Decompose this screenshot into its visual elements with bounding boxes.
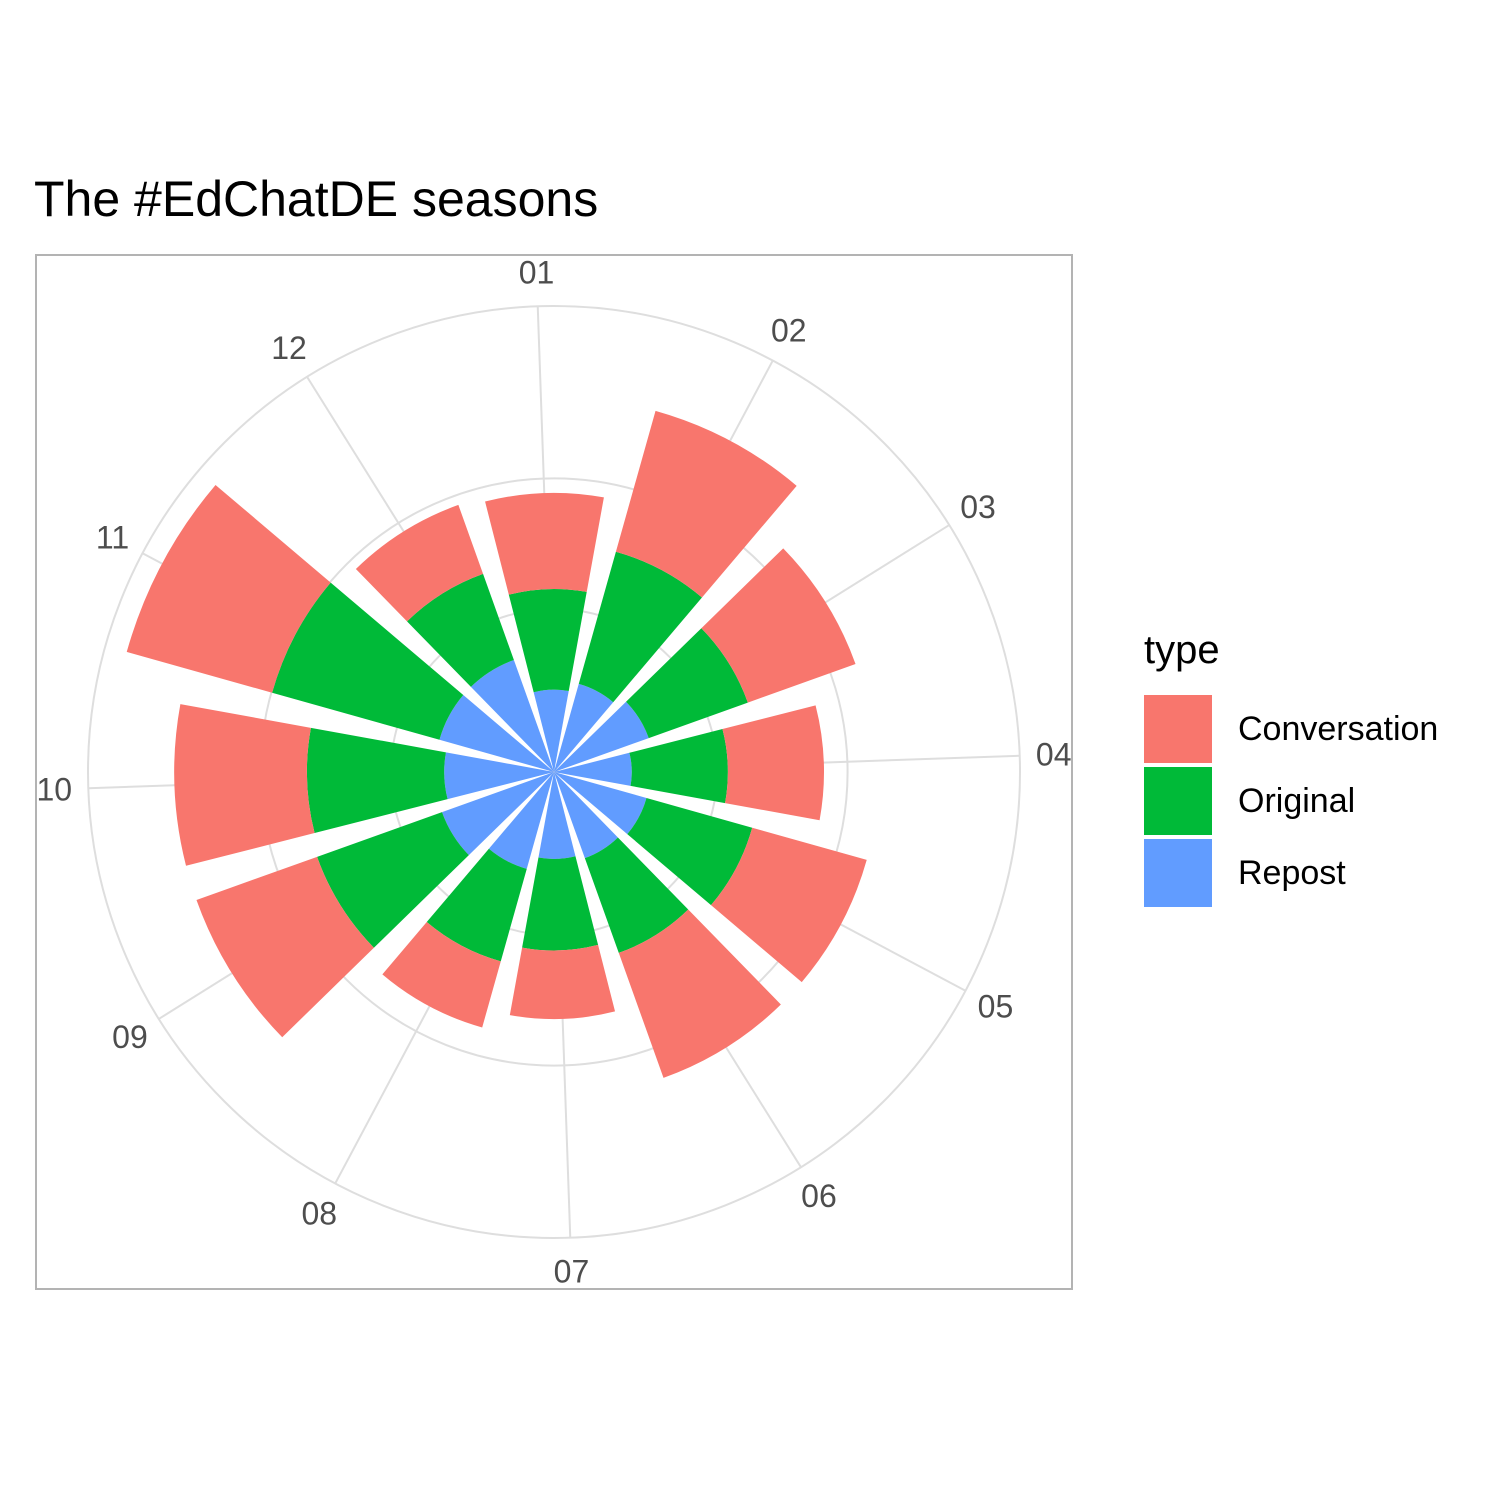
- bar-06-original: [584, 837, 689, 953]
- bar-layer: [126, 410, 867, 1078]
- bar-10-conversation: [174, 704, 315, 866]
- plot-panel: [35, 254, 1073, 1290]
- bar-07-conversation: [509, 944, 616, 1020]
- bar-06-conversation: [618, 909, 781, 1078]
- bar-03-original: [626, 628, 748, 739]
- bar-07-original: [522, 856, 599, 951]
- bar-09-conversation: [196, 856, 374, 1038]
- axis-label-11: 11: [96, 519, 129, 555]
- bar-06-repost: [554, 772, 618, 859]
- legend-label-conversation: Conversation: [1238, 709, 1439, 748]
- label-layer: 01 02 03 04 05 06 07 08 09 10 11 12: [37, 254, 1072, 1289]
- axis-label-12: 12: [271, 330, 307, 366]
- bar-12-original: [407, 573, 514, 687]
- bar-08-repost: [488, 772, 554, 869]
- bar-01-original: [508, 588, 587, 693]
- axis-label-07: 07: [554, 1254, 590, 1290]
- bar-04-repost: [554, 752, 632, 786]
- legend-key-repost: [1144, 839, 1212, 907]
- bar-10-repost: [444, 752, 554, 800]
- bar-09-repost: [442, 772, 554, 856]
- bar-05-repost: [554, 772, 647, 835]
- bar-04-conversation: [722, 705, 824, 821]
- bar-11-repost: [439, 695, 554, 772]
- legend-label-original: Original: [1238, 781, 1356, 820]
- bar-11-conversation: [126, 484, 331, 693]
- axis-label-06: 06: [801, 1178, 837, 1214]
- chart-title: The #EdChatDE seasons: [34, 171, 599, 227]
- legend-label-repost: Repost: [1238, 853, 1346, 892]
- bar-12-conversation: [355, 504, 484, 622]
- legend: type Conversation Original Repost: [1144, 628, 1438, 909]
- bar-04-original: [629, 729, 728, 804]
- bar-05-original: [627, 797, 753, 906]
- axis-label-01: 01: [519, 254, 555, 290]
- legend-key-original: [1144, 767, 1212, 835]
- axis-label-02: 02: [771, 313, 807, 349]
- axis-label-03: 03: [960, 489, 996, 525]
- legend-title: type: [1144, 628, 1220, 672]
- bar-11-original: [272, 582, 464, 740]
- axis-label-08: 08: [301, 1195, 337, 1231]
- bar-08-conversation: [382, 922, 501, 1028]
- bar-07-repost: [538, 772, 576, 859]
- axis-label-09: 09: [112, 1019, 148, 1055]
- bar-02-original: [578, 551, 702, 703]
- bar-01-repost: [533, 689, 569, 772]
- bar-10-original: [306, 727, 448, 834]
- legend-item-original: Original: [1144, 765, 1438, 837]
- legend-item-conversation: Conversation: [1144, 693, 1438, 765]
- axis-label-10: 10: [37, 771, 73, 807]
- legend-key-conversation: [1144, 695, 1212, 763]
- bar-02-repost: [554, 683, 614, 772]
- bar-02-conversation: [615, 410, 797, 598]
- bar-01-conversation: [485, 492, 604, 595]
- bar-03-conversation: [701, 548, 856, 703]
- axis-label-05: 05: [978, 989, 1014, 1025]
- bar-03-repost: [554, 701, 649, 772]
- grid-circle-2: [87, 305, 1021, 1239]
- bar-09-original: [317, 812, 469, 948]
- axis-label-04: 04: [1036, 737, 1072, 773]
- bar-12-repost: [470, 660, 554, 772]
- bar-05-conversation: [711, 827, 867, 983]
- legend-item-repost: Repost: [1144, 837, 1438, 909]
- bar-08-original: [426, 848, 527, 962]
